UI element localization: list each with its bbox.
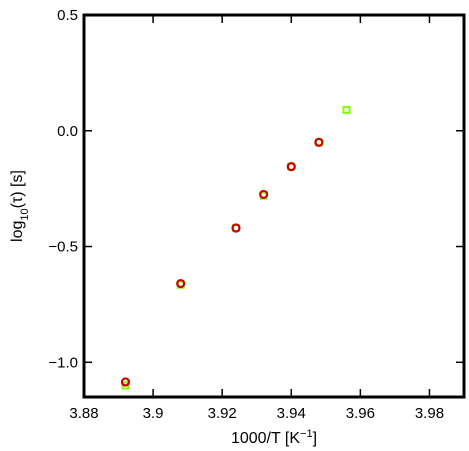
data-point-circle — [259, 189, 269, 200]
x-tick-label: 3.9 — [143, 405, 164, 422]
x-tick-label: 3.88 — [69, 405, 98, 422]
y-tick-label: 0.0 — [57, 123, 78, 140]
y-tick-label: −1.0 — [48, 354, 78, 371]
x-axis-label: 1000/T [K−1] — [231, 428, 317, 447]
x-tick-label: 3.96 — [346, 405, 375, 422]
plot-frame — [82, 13, 466, 399]
data-point-circle — [176, 278, 186, 289]
plot-marks — [120, 105, 351, 390]
data-point-square — [342, 105, 351, 114]
x-tick-label: 3.94 — [277, 405, 306, 422]
data-point-circle — [231, 223, 241, 233]
axis-ticks: 3.88 3.9 3.92 3.94 3.96 3.98 0.5 0.0 −0.5 −1.0 — [48, 7, 464, 422]
x-tick-label: 3.92 — [208, 405, 237, 422]
y-tick-label: 0.5 — [57, 7, 78, 24]
data-point-circle — [286, 162, 296, 172]
data-point-circle — [314, 137, 324, 147]
x-tick-label: 3.98 — [415, 405, 444, 422]
y-axis-label: log10(τ) [s] — [9, 170, 31, 242]
y-tick-label: −0.5 — [48, 239, 78, 256]
data-point-circle — [120, 377, 131, 387]
